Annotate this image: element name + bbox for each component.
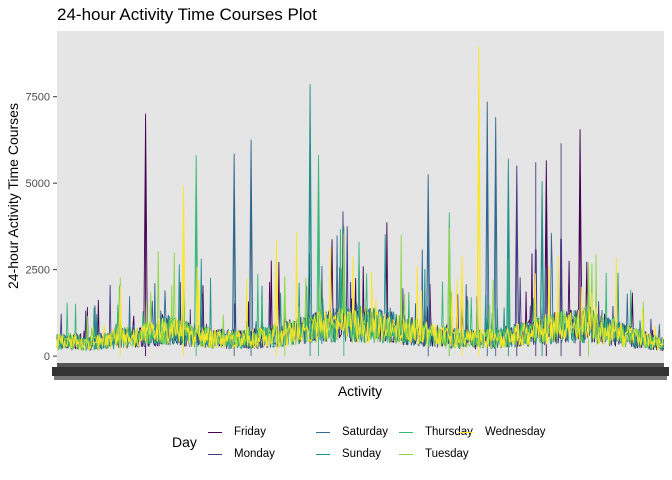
legend-item-tuesday: Tuesday (399, 446, 469, 462)
y-tick-label: 7500 (26, 92, 50, 104)
legend-item-wednesday: Wednesday (459, 424, 546, 440)
legend-swatch (316, 431, 330, 433)
legend-title: Day (172, 434, 197, 450)
legend-label: Friday (234, 426, 266, 438)
legend-item-friday: Friday (208, 424, 266, 440)
x-axis (52, 363, 669, 380)
legend-swatch (208, 431, 222, 433)
x-axis-title: Activity (338, 383, 382, 399)
legend-label: Saturday (342, 426, 389, 438)
legend-swatch (399, 431, 413, 433)
legend-label: Sunday (342, 448, 382, 460)
legend-swatch (316, 453, 330, 455)
series-line-thursday (56, 155, 664, 357)
y-axis-title: 24-hour Activity Time Courses (5, 103, 21, 289)
legend-label: Thursday (425, 426, 473, 438)
series-layer (56, 46, 665, 357)
chart-title: 24-hour Activity Time Courses Plot (57, 5, 317, 24)
legend-item-saturday: Saturday (316, 424, 388, 440)
x-ticks (57, 363, 664, 367)
legend-item-sunday: Sunday (316, 446, 381, 462)
legend-label: Wednesday (485, 426, 546, 438)
x-tick-labels-overlap (52, 367, 669, 376)
legend-swatch (399, 453, 413, 455)
y-axis: 0 2500 5000 7500 (26, 92, 57, 363)
y-tick-label: 0 (44, 351, 50, 363)
y-tick-label: 5000 (26, 178, 50, 190)
y-tick-label: 2500 (26, 265, 50, 277)
legend: Day Friday Monday Saturday Sunday Thursday Tu… (172, 424, 592, 464)
x-tick-labels-overlap-lower (54, 376, 667, 380)
legend-label: Tuesday (425, 448, 469, 460)
legend-swatch (459, 431, 473, 433)
series-line-wednesday (56, 46, 664, 357)
legend-swatch (208, 453, 222, 455)
legend-item-thursday: Thursday (399, 424, 473, 440)
legend-label: Monday (234, 448, 275, 460)
legend-item-monday: Monday (208, 446, 275, 462)
plot-area: 0 2500 5000 7500 Activity 24-hour Activity … (5, 31, 669, 399)
